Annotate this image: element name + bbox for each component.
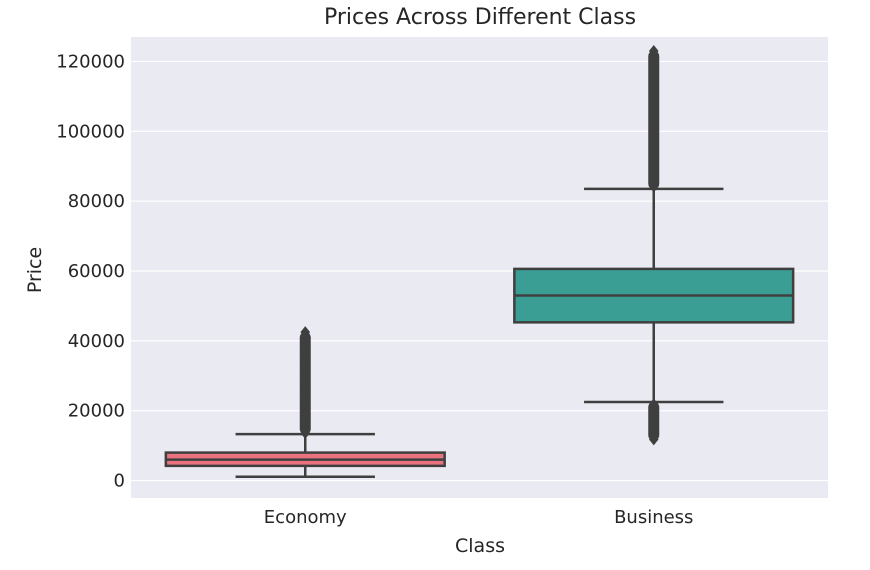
y-tick-label: 100000	[56, 121, 125, 142]
outlier-point	[648, 44, 659, 57]
outlier-point	[648, 83, 659, 96]
y-tick-label: 20000	[68, 401, 125, 422]
outlier-point	[648, 90, 659, 103]
box-economy	[164, 326, 446, 478]
outlier-point	[648, 433, 659, 446]
outlier-point	[648, 104, 659, 117]
outlier-point	[648, 139, 659, 152]
y-axis-label: Price	[24, 247, 46, 293]
y-tick-label: 40000	[68, 331, 125, 352]
outlier-point	[300, 427, 311, 440]
boxes-layer	[164, 44, 795, 478]
x-axis-ticks: Economy Business	[264, 507, 694, 528]
outlier-point	[648, 167, 659, 180]
outlier-point	[648, 97, 659, 110]
outlier-point	[648, 69, 659, 82]
gridlines	[131, 60, 828, 482]
x-axis-label: Class	[455, 535, 505, 557]
chart-title: Prices Across Different Class	[324, 5, 636, 30]
outlier-point	[648, 174, 659, 187]
outlier-point	[648, 153, 659, 166]
x-tick-label: Business	[614, 507, 693, 528]
outlier-point	[648, 118, 659, 131]
y-tick-label: 0	[114, 471, 125, 492]
outlier-point	[648, 76, 659, 89]
y-axis-ticks: 0 20000 40000 60000 80000 100000 120000	[56, 51, 125, 491]
outlier-point	[648, 146, 659, 159]
x-tick-label: Economy	[264, 507, 347, 528]
outlier-point	[648, 132, 659, 145]
box-business	[513, 44, 795, 446]
outlier-point	[648, 111, 659, 124]
outlier-point	[648, 160, 659, 173]
outlier-point	[648, 180, 659, 193]
outlier-point	[648, 125, 659, 138]
y-tick-label: 80000	[68, 191, 125, 212]
y-tick-label: 60000	[68, 261, 125, 282]
plot-area	[131, 37, 828, 498]
y-tick-label: 120000	[56, 51, 125, 72]
